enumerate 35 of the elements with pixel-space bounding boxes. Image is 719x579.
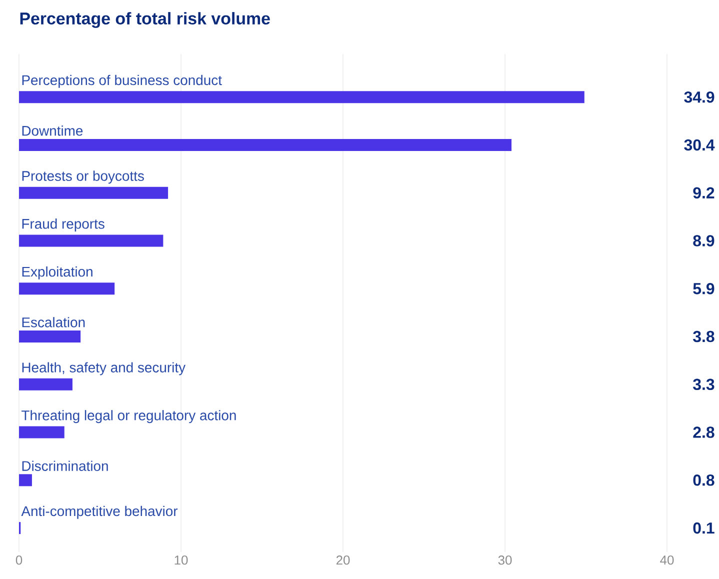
- bar: [19, 426, 64, 438]
- y-tick-label: Discrimination: [22, 460, 108, 471]
- bar: [19, 282, 115, 295]
- y-tick-label: Fraud reports: [22, 218, 104, 232]
- y-tick-label: Protests or boycotts: [22, 170, 144, 184]
- data-label: 8.9: [693, 235, 714, 246]
- y-tick-label: Escalation: [22, 317, 85, 328]
- data-label: 30.4: [684, 139, 715, 151]
- x-tick-label: 10: [174, 556, 188, 565]
- data-label: 9.2: [693, 187, 714, 199]
- bar: [19, 138, 512, 151]
- y-tick-label: Threating legal or regulatory action: [22, 410, 236, 424]
- bar: [19, 474, 32, 486]
- x-tick-label: 30: [498, 556, 512, 565]
- chart-title: Percentage of total risk volume: [20, 12, 270, 28]
- y-tick-label: Anti-competitive behavior: [21, 506, 178, 519]
- bar: [19, 234, 164, 247]
- y-tick-label: Exploitation: [22, 266, 92, 280]
- x-tick-label: 40: [660, 556, 674, 565]
- data-label: 2.8: [693, 426, 714, 438]
- x-tick-label: 0: [16, 556, 22, 565]
- bar: [19, 91, 584, 104]
- x-tick-label: 20: [336, 556, 350, 565]
- y-tick-label: Health, safety and security: [22, 362, 186, 376]
- data-label: 3.3: [693, 378, 714, 390]
- bar: [19, 186, 168, 199]
- data-label: 0.1: [693, 522, 714, 534]
- bar: [19, 378, 72, 390]
- data-label: 34.9: [684, 91, 714, 103]
- data-label: 3.8: [693, 330, 714, 342]
- data-label: 5.9: [693, 282, 714, 294]
- data-label: 0.8: [693, 474, 714, 486]
- bar: [19, 330, 81, 343]
- y-tick-label: Perceptions of business conduct: [22, 74, 222, 88]
- y-tick-label: Downtime: [22, 126, 83, 136]
